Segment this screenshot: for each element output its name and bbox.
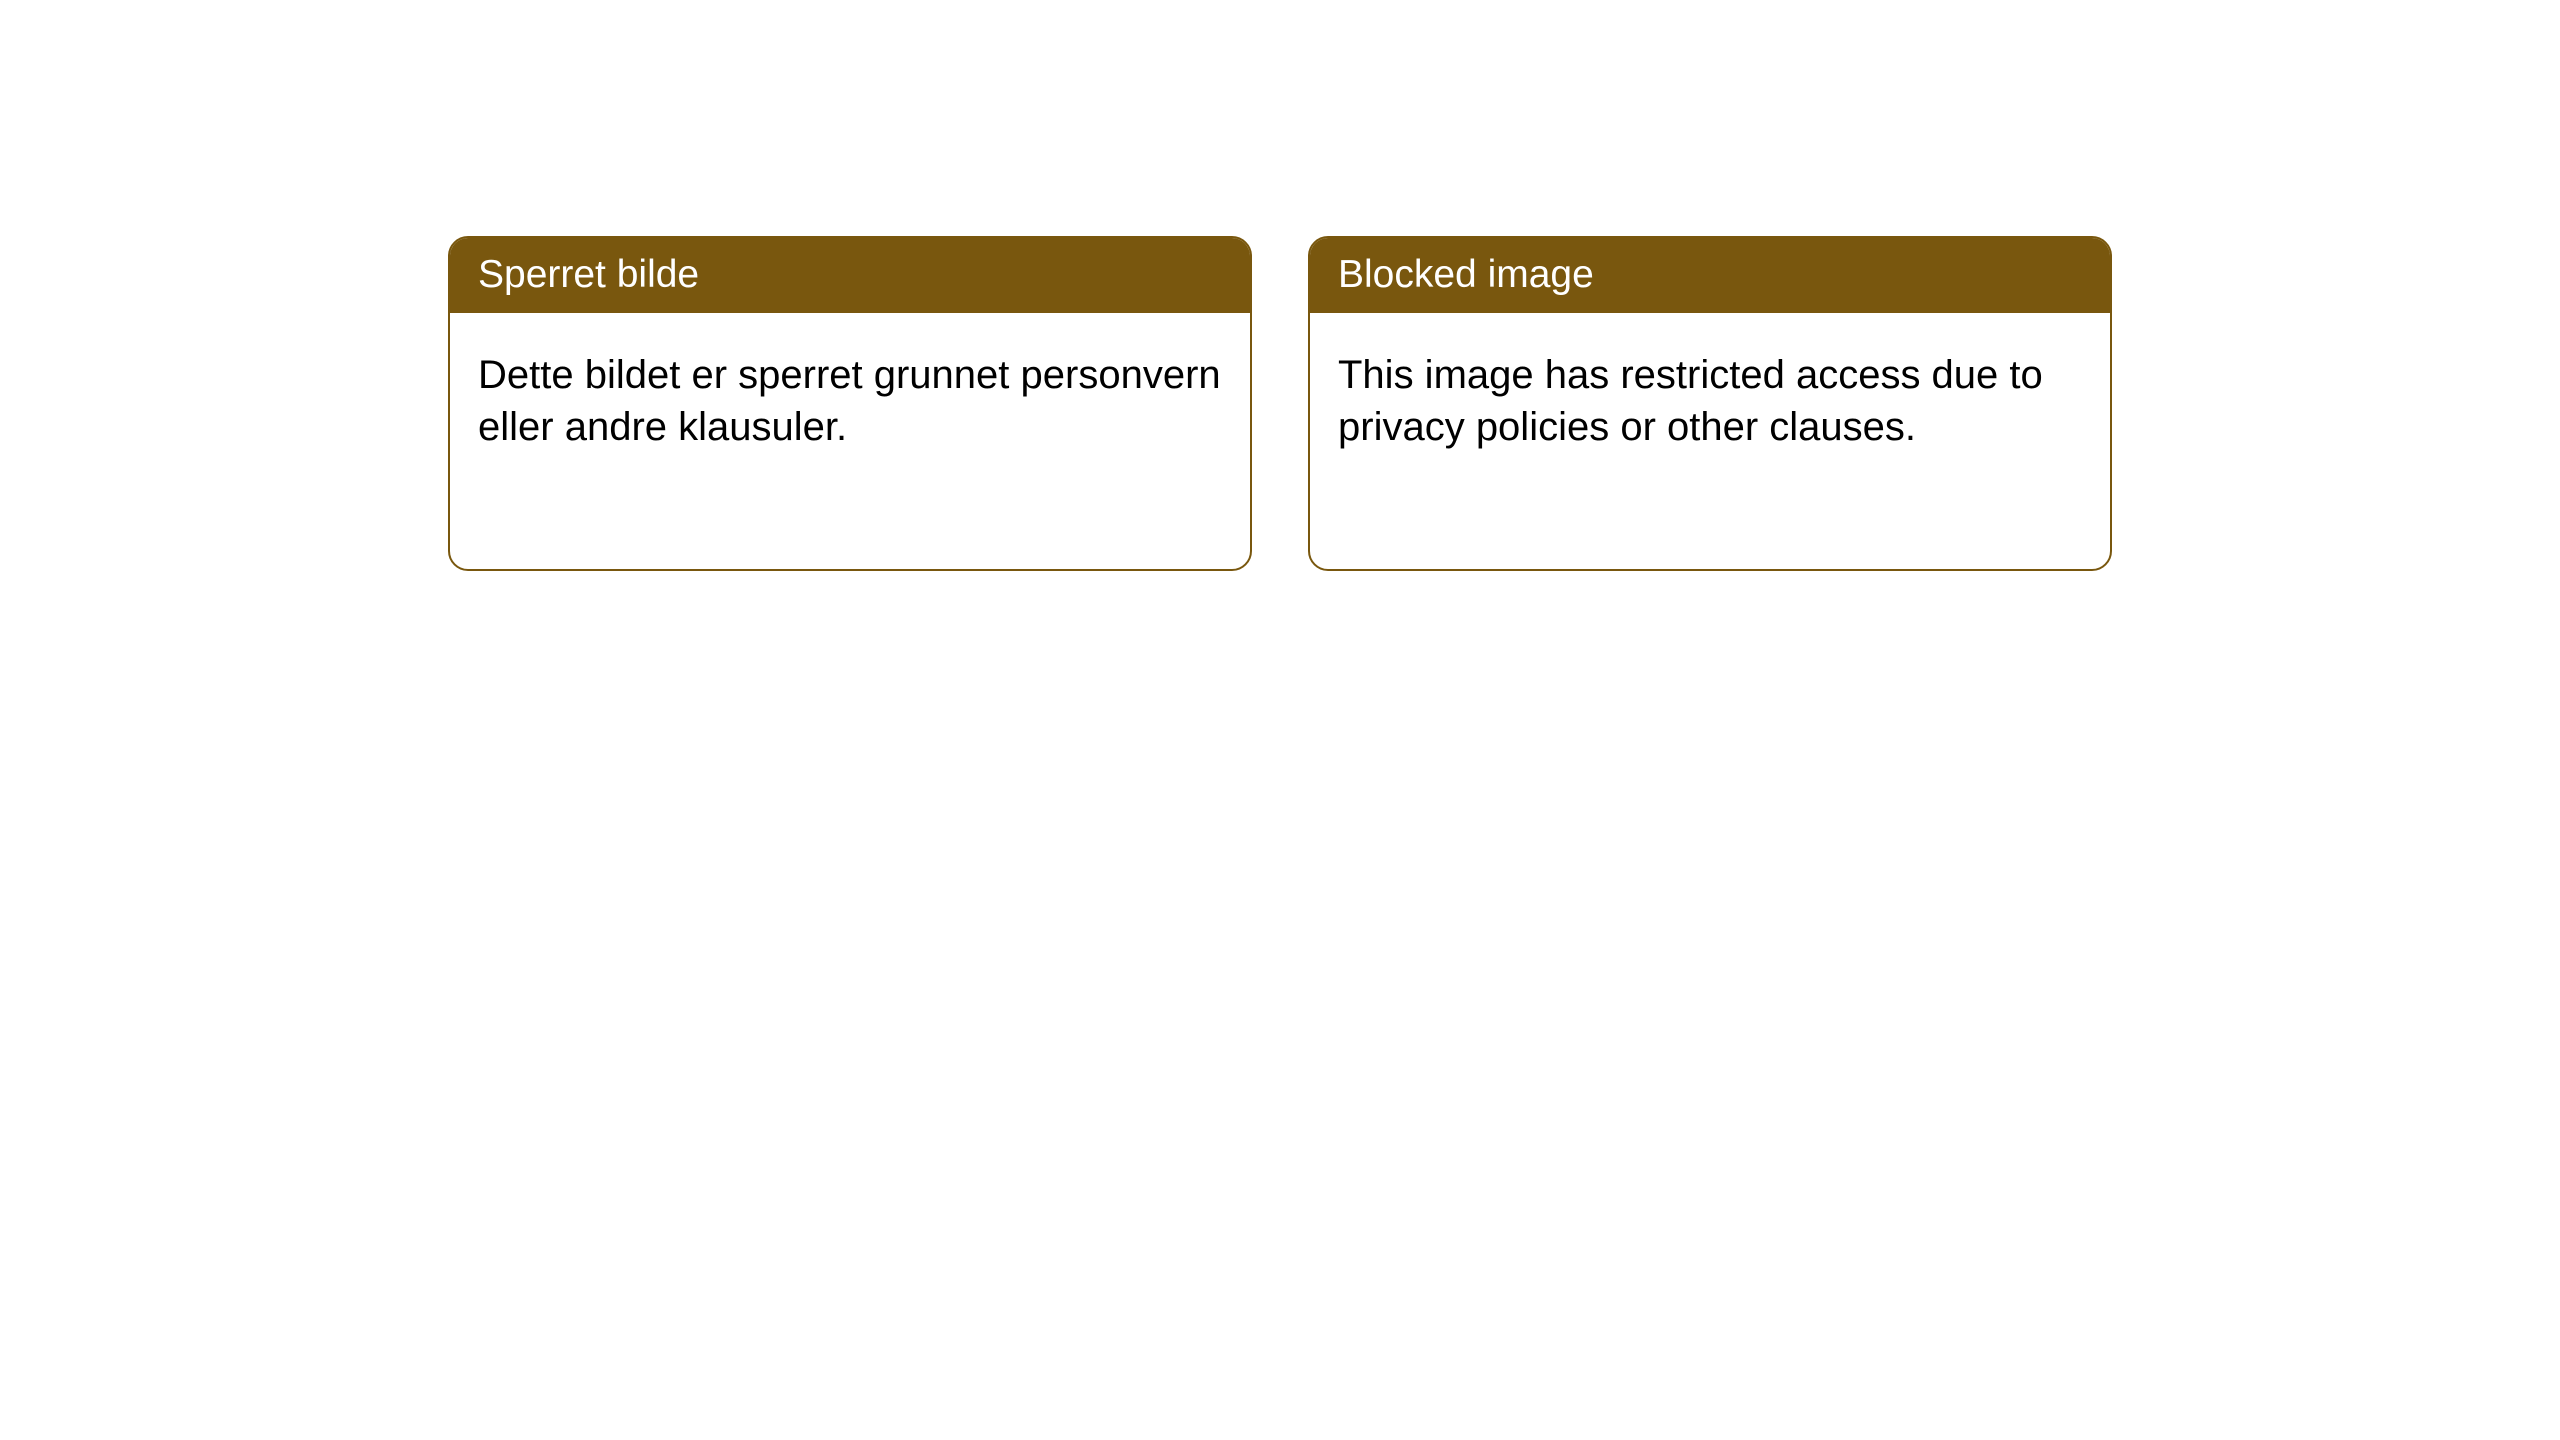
notice-card-norwegian: Sperret bilde Dette bildet er sperret gr… bbox=[448, 236, 1252, 571]
notice-body: Dette bildet er sperret grunnet personve… bbox=[450, 313, 1250, 489]
notice-title: Sperret bilde bbox=[450, 238, 1250, 313]
notice-card-english: Blocked image This image has restricted … bbox=[1308, 236, 2112, 571]
notice-body: This image has restricted access due to … bbox=[1310, 313, 2110, 489]
notice-title: Blocked image bbox=[1310, 238, 2110, 313]
notice-container: Sperret bilde Dette bildet er sperret gr… bbox=[448, 236, 2112, 571]
